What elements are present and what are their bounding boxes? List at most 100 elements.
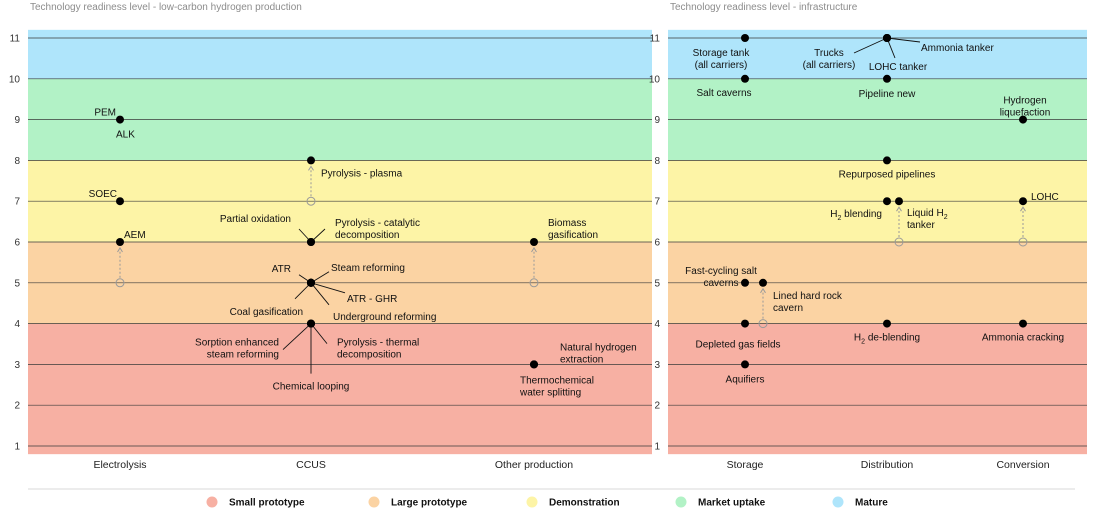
category-label: Storage: [727, 459, 764, 471]
y-tick-label: 10: [649, 74, 661, 85]
category-label: Other production: [495, 459, 573, 471]
point-label: Chemical looping: [273, 382, 350, 393]
point-label: Ammonia tanker: [921, 43, 994, 54]
data-point: [883, 74, 891, 83]
previous-trl-marker: [529, 278, 539, 288]
data-point: [741, 278, 749, 287]
data-point: [741, 360, 749, 369]
y-tick-label: 11: [650, 34, 661, 45]
data-point: [116, 238, 124, 246]
data-point: [307, 156, 315, 165]
right-chart-title: Technology readiness level - infrastruct…: [670, 2, 858, 13]
label-leader: [310, 323, 328, 344]
progress-arrowhead: [896, 206, 902, 212]
point-label: Coal gasification: [230, 307, 303, 318]
panel-production: 1 2 3 4 5 6 7 8 9 10 11 Electrolysis CCUS Other produ…: [9, 29, 652, 471]
data-point: [883, 197, 891, 206]
progress-arrowhead: [531, 247, 537, 253]
data-point: [307, 319, 315, 328]
point-label: Repurposed pipelines: [839, 169, 936, 180]
data-point: [759, 278, 767, 287]
point-label: water splitting: [519, 387, 581, 398]
y-tick-label: 8: [654, 156, 660, 167]
point-label: Pipeline new: [859, 89, 916, 100]
point-label: AEM: [124, 230, 146, 241]
point-label: (all carriers): [695, 60, 748, 71]
data-point: [883, 156, 891, 165]
data-point: [307, 278, 315, 287]
point-label: Fast-cycling salt: [685, 266, 757, 277]
point-label: Biomass: [548, 218, 586, 229]
band-mature: [28, 29, 652, 79]
progress-arrowhead: [760, 287, 766, 294]
legend-swatch: [832, 496, 844, 508]
point-label: Lined hard rock: [773, 291, 843, 302]
legend-swatch: [526, 496, 538, 508]
previous-trl-marker: [894, 237, 904, 247]
point-label: H2 de-blending: [854, 333, 920, 346]
point-label: H2 blending: [830, 209, 882, 222]
legend-label: Demonstration: [549, 498, 620, 509]
data-point: [741, 34, 749, 42]
point-label: caverns: [703, 278, 738, 289]
point-label: Depleted gas fields: [695, 340, 780, 351]
panel-infrastructure: 1 2 3 4 5 6 7 8 9 10 11 Storage Distribution Conversi…: [649, 29, 1087, 471]
point-label: Ammonia cracking: [982, 333, 1064, 344]
point-label: PEM: [94, 108, 116, 119]
previous-trl-marker: [1018, 237, 1028, 247]
previous-trl-marker: [115, 278, 125, 288]
point-label: Sorption enhanced: [195, 338, 279, 349]
data-point: [530, 238, 538, 246]
point-label: Liquid H2: [907, 208, 948, 221]
band-small-prototype: [668, 323, 1087, 455]
point-label: Pyrolysis - catalytic: [335, 218, 420, 229]
legend-label: Mature: [855, 498, 888, 509]
point-label: Pyrolysis - plasma: [321, 168, 403, 179]
progress-arrowhead: [308, 165, 314, 171]
legend: Small prototype Large prototype Demonstrat…: [206, 496, 888, 509]
y-tick-label: 2: [654, 401, 660, 412]
legend-label: Small prototype: [229, 498, 305, 509]
point-label: Trucks: [814, 48, 844, 59]
data-point: [1019, 115, 1027, 124]
y-tick-label: 5: [654, 278, 660, 289]
progress-arrowhead: [117, 247, 123, 253]
point-label: ATR - GHR: [347, 294, 397, 305]
point-label: ALK: [116, 130, 135, 141]
point-label: decomposition: [335, 230, 399, 241]
y-tick-label: 5: [14, 278, 20, 289]
point-label: tanker: [907, 220, 935, 231]
y-tick-label: 4: [14, 319, 20, 330]
data-point: [1019, 197, 1027, 206]
y-tick-label: 1: [654, 442, 660, 453]
point-label: Partial oxidation: [220, 214, 291, 225]
point-label: LOHC tanker: [869, 62, 928, 73]
label-leader: [310, 282, 346, 294]
point-label: Salt caverns: [696, 88, 751, 99]
data-point: [307, 238, 315, 246]
point-label: SOEC: [89, 189, 117, 200]
point-label: Pyrolysis - thermal: [337, 338, 419, 349]
point-label: ATR: [272, 264, 291, 275]
point-label: steam reforming: [207, 350, 279, 361]
y-tick-label: 9: [654, 115, 660, 126]
y-tick-label: 3: [654, 360, 660, 371]
previous-trl-marker: [758, 319, 768, 329]
left-chart-title: Technology readiness level - low-carbon …: [30, 2, 302, 13]
y-tick-label: 3: [14, 360, 20, 371]
point-label: LOHC: [1031, 192, 1059, 203]
y-tick-label: 2: [14, 401, 20, 412]
data-point: [1019, 319, 1027, 328]
label-leader: [886, 37, 921, 43]
y-tick-label: 4: [654, 319, 660, 330]
progress-arrowhead: [1020, 206, 1026, 212]
y-tick-label: 9: [14, 115, 20, 126]
point-label: Natural hydrogen: [560, 342, 637, 353]
y-tick-label: 7: [14, 197, 20, 208]
legend-label: Large prototype: [391, 498, 468, 509]
point-label: Thermochemical: [520, 375, 594, 386]
legend-label: Market uptake: [698, 498, 766, 509]
point-label: Aquifiers: [726, 374, 765, 385]
point-label: Steam reforming: [331, 263, 405, 274]
